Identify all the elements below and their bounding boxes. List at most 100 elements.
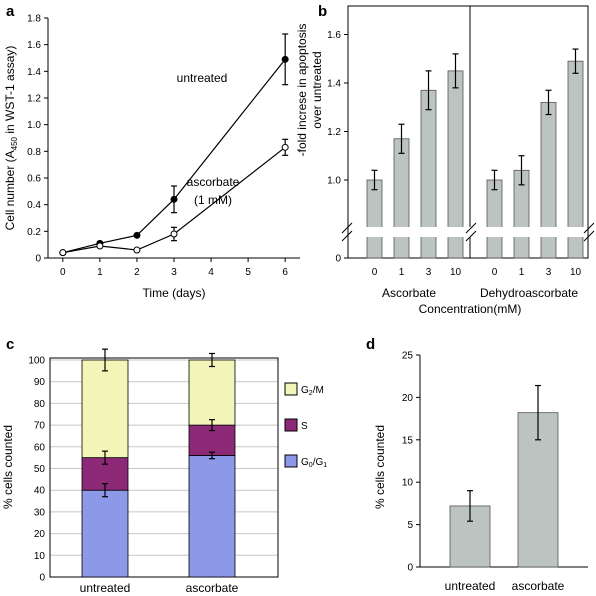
d-y-tick-label: 20 [402,393,414,404]
c-y-tick-label: 70 [34,421,46,432]
panel-c-stacked-bar-chart: 0 10 20 30 40 50 60 70 80 90 100 untreated ascorbat… [1,348,327,595]
b-error-bar [425,70,432,111]
b-group-label-dehydroascorbate: Dehydroascorbate [480,286,578,300]
b-error-bar [572,48,579,74]
a-x-tick-label: 5 [245,267,251,278]
d-y-tick-label: 5 [407,520,413,531]
a-y-tick-label: 1.8 [27,14,41,25]
a-y-tick-label: 0.4 [27,200,41,211]
a-y-tick-label: 0.2 [27,227,41,238]
b-error-bar [398,123,405,154]
c-y-tick-label: 20 [34,529,46,540]
b-x-tick-label: 0 [372,267,378,278]
panel-label-a: a [6,3,15,20]
d-error-bar [467,490,473,522]
a-point-ascorbate [96,242,104,250]
b-x-tick-label: 10 [450,267,462,278]
c-x-tick-label: ascorbate [186,581,239,595]
c-error-bar [209,352,215,368]
a-series-line-untreated [62,58,286,254]
b-group-label-ascorbate: Ascorbate [382,286,436,300]
d-x-tick-label: ascorbate [512,579,565,593]
b-error-bar [545,89,552,116]
panel-label-b: b [318,3,327,20]
b-break-mark [341,222,353,234]
panel-label-d: d [366,336,375,353]
c-error-bar [102,483,108,498]
a-ylabel-sub: 450 [10,136,19,150]
panel-label-c: c [6,336,14,353]
a-x-tick-label: 4 [208,267,214,278]
c-error-bar [209,419,215,432]
b-x-tick-label: 1 [519,267,525,278]
a-x-tick-label: 1 [97,267,103,278]
a-x-tick-label: 6 [282,267,288,278]
c-y-tick-label: 50 [34,464,46,475]
a-y-tick-label: 0.6 [27,174,41,185]
d-y-tick-label: 0 [407,563,413,574]
b-bar [393,138,410,259]
a-point-ascorbate [133,246,141,254]
b-break-mark [341,230,353,242]
b-x-tick-label: 3 [426,267,432,278]
d-y-axis-label: % cells counted [373,425,387,509]
a-point-ascorbate [281,143,289,151]
a-x-tick-label: 0 [60,267,66,278]
b-x-tick-label: 1 [399,267,405,278]
c-error-bar [209,451,215,460]
b-x-tick-label: 0 [492,267,498,278]
b-error-bar [452,53,459,89]
b-y-tick-label: 1.0 [327,176,341,187]
c-y-tick-label: 90 [34,377,46,388]
d-error-bar [535,384,541,441]
b-break-mark [583,222,595,234]
a-point-untreated [133,231,141,239]
c-x-tick-label: untreated [80,581,131,595]
b-break-mark [465,222,477,234]
a-ylabel-part1: Cell number (A [3,150,17,230]
c-legend: G2/M S G0/G1 [284,382,327,469]
legend-swatch-g0g1 [284,454,298,468]
c-bar-segment-g2m [81,359,129,459]
b-x-tick-label: 3 [546,267,552,278]
d-y-tick-label: 10 [402,478,414,489]
d-y-tick-label: 15 [402,435,414,446]
panel-d-bar-chart: 0 5 10 15 20 25 untreated ascorbate % cells co… [373,351,588,593]
b-error-bar [491,169,498,191]
b-error-bar [518,155,525,186]
a-point-ascorbate [59,249,67,257]
b-bar [366,179,383,259]
a-point-untreated [170,195,178,203]
b-break-gap [349,227,587,237]
a-y-tick-label: 0.8 [27,147,41,158]
b-y-tick-label: 0 [335,254,341,265]
b-bar [486,179,503,259]
c-y-tick-label: 60 [34,442,46,453]
b-break-mark [465,230,477,242]
c-bar-segment-g0g1 [188,455,236,578]
a-y-axis-label: Cell number (A450 in WST-1 assay) [3,46,19,231]
d-bar-untreated [449,505,491,568]
a-point-ascorbate [170,230,178,238]
c-y-tick-label: 30 [34,507,46,518]
b-y-tick-label: 1.2 [327,127,341,138]
b-x-tick-label: 10 [570,267,582,278]
a-x-axis-label: Time (days) [143,286,206,300]
c-y-tick-label: 100 [28,356,45,367]
c-y-tick-label: 40 [34,486,46,497]
b-y-tick-label: 1.6 [327,30,341,41]
legend-swatch-g2m [284,382,298,396]
c-y-tick-label: 0 [39,573,45,584]
panel-a-line-chart: 0 0.2 0.4 0.6 0.8 1.0 1.2 1.4 1.6 1.8 0 1 2 3 4 5 6 Tim… [3,14,300,300]
b-axis-break [341,222,595,242]
legend-label-g0g1: G0/G1 [301,457,327,469]
b-y-tick-label: 1.4 [327,79,341,90]
a-annotation-ascorbate-dose: (1 mM) [194,193,232,207]
a-y-tick-label: 0 [35,254,41,265]
c-bar-segment-g2m [188,359,236,426]
a-annotation-untreated: untreated [177,71,228,85]
c-y-axis-label: % cells counted [1,425,15,509]
a-y-tick-label: 1.4 [27,67,41,78]
a-y-tick-label: 1.0 [27,120,41,131]
d-x-tick-label: untreated [445,579,496,593]
